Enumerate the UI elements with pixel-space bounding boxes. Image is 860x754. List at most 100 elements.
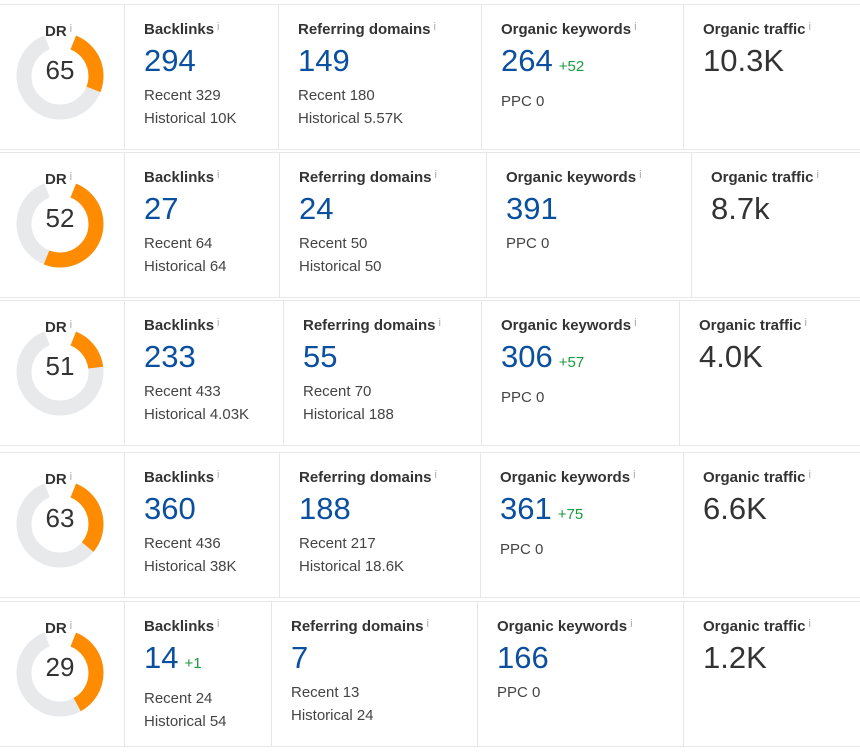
info-icon[interactable]: i xyxy=(630,618,633,630)
dr-ring-track xyxy=(16,328,104,416)
referring-domains-sub-2: Historical 5.57K xyxy=(298,110,404,127)
backlinks-sub-2: Historical 4.03K xyxy=(144,406,250,423)
referring-domains-label: Referring domains xyxy=(299,169,432,186)
organic-keywords-number[interactable]: 306 xyxy=(501,339,553,374)
organic-traffic-value: 1.2K xyxy=(703,641,860,675)
backlinks-value[interactable]: 14 +1 xyxy=(144,641,271,681)
info-icon[interactable]: i xyxy=(804,317,807,329)
organic-keywords-number[interactable]: 391 xyxy=(506,191,558,226)
referring-domains-value[interactable]: 24 xyxy=(299,192,486,226)
dr-cell: DR i 29 xyxy=(0,602,125,746)
backlinks-number[interactable]: 360 xyxy=(144,491,196,526)
backlinks-value[interactable]: 360 xyxy=(144,492,279,526)
backlinks-number[interactable]: 233 xyxy=(144,339,196,374)
organic-traffic-value: 4.0K xyxy=(699,340,860,374)
referring-domains-sub-2: Historical 24 xyxy=(291,707,374,724)
backlinks-value[interactable]: 27 xyxy=(144,192,279,226)
organic-traffic-number: 1.2K xyxy=(703,640,767,675)
info-icon[interactable]: i xyxy=(434,469,437,481)
dr-ring-fill xyxy=(16,32,104,120)
info-icon[interactable]: i xyxy=(634,21,637,33)
referring-domains-cell: Referring domains i 7 Recent 13 Historical… xyxy=(272,602,478,746)
info-icon[interactable]: i xyxy=(69,471,73,483)
info-icon[interactable]: i xyxy=(217,21,220,33)
referring-domains-sub-1: Recent 13 xyxy=(291,684,360,701)
backlinks-sub-1: Recent 433 xyxy=(144,383,221,400)
backlinks-title: Backlinks i xyxy=(144,618,271,635)
info-icon[interactable]: i xyxy=(217,469,220,481)
backlinks-details: Recent 433 Historical 4.03K xyxy=(144,380,283,426)
backlinks-sub-2: Historical 64 xyxy=(144,258,227,275)
organic-keywords-number[interactable]: 361 xyxy=(500,491,552,526)
dr-donut xyxy=(16,629,104,717)
backlinks-cell: Backlinks i 27 Recent 64 Historical 64 xyxy=(125,153,280,297)
organic-keywords-value[interactable]: 306 +57 xyxy=(501,340,679,380)
referring-domains-value[interactable]: 7 xyxy=(291,641,477,675)
organic-keywords-details: PPC 0 xyxy=(501,90,683,113)
referring-domains-label: Referring domains xyxy=(299,469,432,486)
organic-keywords-value[interactable]: 361 +75 xyxy=(500,492,683,532)
info-icon[interactable]: i xyxy=(808,469,811,481)
backlinks-delta: +1 xyxy=(184,655,202,672)
referring-domains-value[interactable]: 188 xyxy=(299,492,480,526)
info-icon[interactable]: i xyxy=(217,169,220,181)
metrics-row: DR i 65 Backlinks i 294 Recent 329 Historic… xyxy=(0,4,860,150)
info-icon[interactable]: i xyxy=(808,21,811,33)
dr-value: 63 xyxy=(45,503,75,533)
referring-domains-number[interactable]: 188 xyxy=(299,491,351,526)
organic-keywords-number[interactable]: 166 xyxy=(497,640,549,675)
organic-keywords-value[interactable]: 264 +52 xyxy=(501,44,683,84)
organic-keywords-cell: Organic keywords i 391 PPC 0 xyxy=(487,153,692,297)
organic-keywords-label: Organic keywords xyxy=(497,618,628,635)
referring-domains-value[interactable]: 149 xyxy=(298,44,481,78)
dr-donut xyxy=(16,328,104,416)
organic-traffic-cell: Organic traffic i 4.0K xyxy=(680,301,860,445)
info-icon[interactable]: i xyxy=(217,618,220,630)
info-icon[interactable]: i xyxy=(816,169,819,181)
referring-domains-title: Referring domains i xyxy=(303,317,481,334)
metrics-row: DR i 51 Backlinks i 233 Recent 433 Historic… xyxy=(0,300,860,446)
backlinks-value[interactable]: 233 xyxy=(144,340,283,374)
info-icon[interactable]: i xyxy=(808,618,811,630)
dr-value: 65 xyxy=(45,55,75,85)
organic-traffic-title: Organic traffic i xyxy=(703,469,860,486)
metrics-row: DR i 63 Backlinks i 360 Recent 436 Historic… xyxy=(0,452,860,598)
referring-domains-number[interactable]: 7 xyxy=(291,640,309,675)
info-icon[interactable]: i xyxy=(69,171,73,183)
info-icon[interactable]: i xyxy=(69,319,73,331)
info-icon[interactable]: i xyxy=(426,618,429,630)
organic-keywords-value[interactable]: 166 xyxy=(497,641,683,675)
organic-traffic-cell: Organic traffic i 8.7k xyxy=(692,153,860,297)
referring-domains-value[interactable]: 55 xyxy=(303,340,481,374)
dr-cell: DR i 65 xyxy=(0,5,125,149)
info-icon[interactable]: i xyxy=(217,317,220,329)
info-icon[interactable]: i xyxy=(634,317,637,329)
referring-domains-sub-1: Recent 70 xyxy=(303,383,372,400)
backlinks-details: Recent 24 Historical 54 xyxy=(144,687,271,733)
info-icon[interactable]: i xyxy=(639,169,642,181)
dr-ring-fill xyxy=(16,480,104,568)
dr-title: DR i xyxy=(45,23,72,40)
dr-title: DR i xyxy=(45,319,72,336)
info-icon[interactable]: i xyxy=(438,317,441,329)
backlinks-number[interactable]: 294 xyxy=(144,43,196,78)
backlinks-sub-1: Recent 64 xyxy=(144,235,213,252)
organic-traffic-label: Organic traffic xyxy=(703,21,806,38)
organic-keywords-number[interactable]: 264 xyxy=(501,43,553,78)
info-icon[interactable]: i xyxy=(69,23,73,35)
referring-domains-number[interactable]: 24 xyxy=(299,191,334,226)
referring-domains-number[interactable]: 149 xyxy=(298,43,350,78)
backlinks-value[interactable]: 294 xyxy=(144,44,278,78)
organic-keywords-details: PPC 0 xyxy=(497,681,683,704)
info-icon[interactable]: i xyxy=(633,469,636,481)
referring-domains-number[interactable]: 55 xyxy=(303,339,338,374)
backlinks-number[interactable]: 27 xyxy=(144,191,179,226)
info-icon[interactable]: i xyxy=(433,21,436,33)
info-icon[interactable]: i xyxy=(434,169,437,181)
organic-keywords-value[interactable]: 391 xyxy=(506,192,691,226)
info-icon[interactable]: i xyxy=(69,620,73,632)
dr-title: DR i xyxy=(45,620,72,637)
backlinks-number[interactable]: 14 xyxy=(144,640,179,675)
organic-traffic-label: Organic traffic xyxy=(699,317,802,334)
backlinks-title: Backlinks i xyxy=(144,469,279,486)
